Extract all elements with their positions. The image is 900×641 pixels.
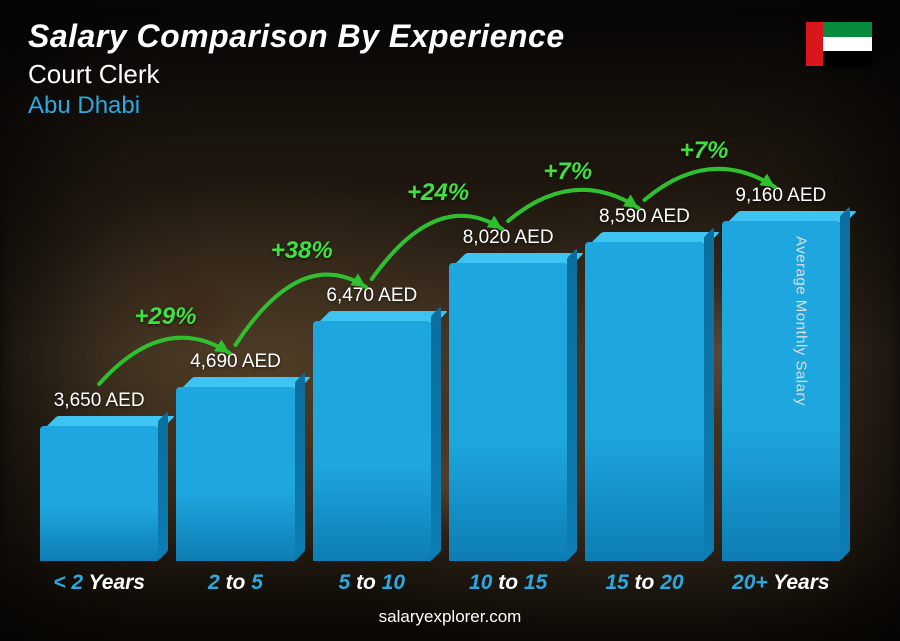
increase-pct-label: +7% bbox=[680, 137, 729, 165]
footer-attribution: salaryexplorer.com bbox=[0, 607, 900, 627]
chart-subtitle: Court Clerk bbox=[28, 59, 565, 90]
bar-category-label: 10 to 15 bbox=[449, 571, 567, 595]
bar-category-label: 20+ Years bbox=[722, 571, 840, 595]
flag-stripe-bot bbox=[823, 51, 873, 66]
chart-title: Salary Comparison By Experience bbox=[28, 18, 565, 55]
increase-arc bbox=[40, 121, 840, 561]
bar-category-label: 5 to 10 bbox=[313, 571, 431, 595]
flag-stripe-mid bbox=[823, 37, 873, 52]
bar-category-label: < 2 Years bbox=[40, 571, 158, 595]
header: Salary Comparison By Experience Court Cl… bbox=[28, 18, 565, 120]
uae-flag-icon bbox=[806, 22, 872, 66]
flag-hoist bbox=[806, 22, 823, 66]
chart-location: Abu Dhabi bbox=[28, 92, 565, 120]
bar-category-label: 15 to 20 bbox=[585, 571, 703, 595]
bar-chart: 3,650 AED< 2 Years4,690 AED2 to 56,470 A… bbox=[40, 121, 840, 561]
y-axis-label: Average Monthly Salary bbox=[793, 236, 810, 406]
bar-category-label: 2 to 5 bbox=[176, 571, 294, 595]
bar-side-face bbox=[840, 206, 850, 561]
flag-stripe-top bbox=[823, 22, 873, 37]
flag-fly bbox=[823, 22, 873, 66]
